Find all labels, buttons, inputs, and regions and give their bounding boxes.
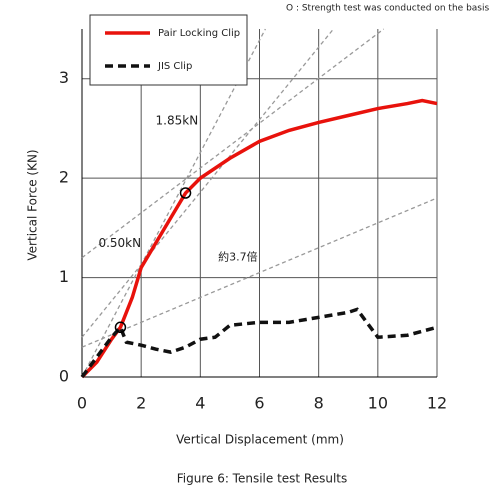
chart-title: Figure 6: Tensile test Results [177,472,348,486]
x-tick-label: 2 [136,394,146,413]
note: O : Strength test was conducted on the b… [286,4,492,14]
legend-label: Pair Locking Clip [158,28,240,39]
series-line [80,307,438,379]
x-tick-label: 12 [427,394,447,413]
series-line [80,98,438,379]
legend [89,14,248,86]
annotation-marker [114,321,127,334]
reference-line [81,28,334,338]
x-tick-label: 6 [254,394,264,413]
y-tick-label: 1 [59,267,69,286]
reference-line [81,197,438,348]
annotation: 約3.7倍 [218,250,257,264]
annotation: 1.85kN [156,114,199,128]
y-tick-label: 2 [59,168,69,187]
reference-line [81,28,385,259]
x-tick-label: 10 [368,394,388,413]
annotation: 0.50kN [98,236,141,250]
y-tick-label: 0 [59,367,69,386]
x-axis-label: Vertical Displacement (mm) [176,433,344,447]
legend-label: JIS Clip [157,61,192,72]
x-tick-label: 8 [314,394,324,413]
y-tick-label: 3 [59,68,69,87]
y-axis-label: Vertical Force (KN) [26,149,40,260]
annotation-marker [179,187,192,199]
x-tick-label: 0 [77,394,87,413]
reference-line [81,28,266,378]
x-tick-label: 4 [195,394,205,413]
